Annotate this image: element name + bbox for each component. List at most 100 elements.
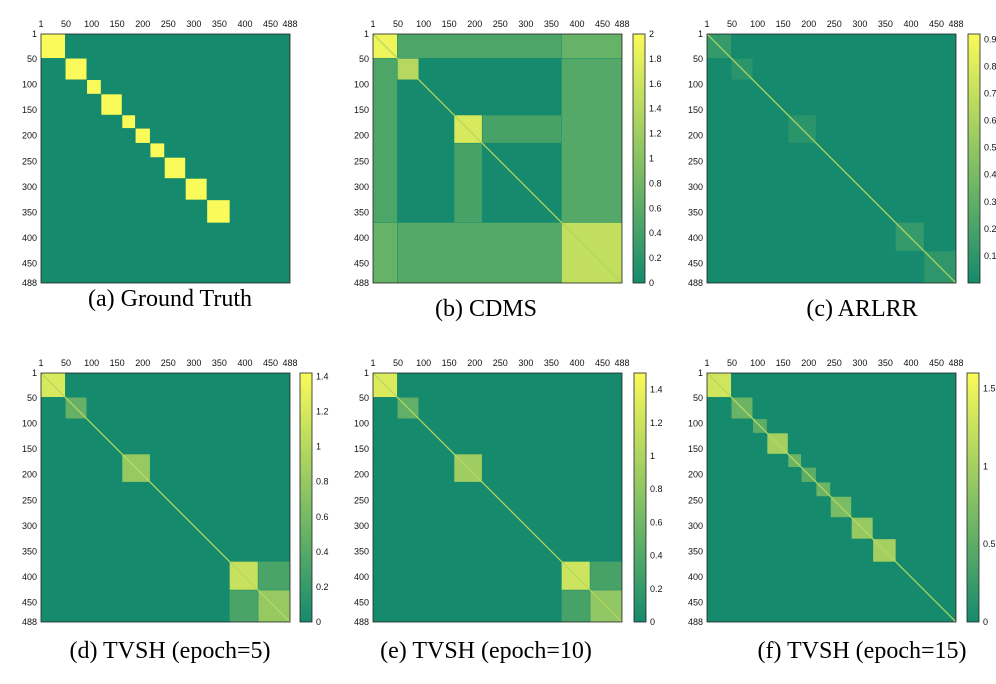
panel-d-xtick: 250 <box>161 358 176 368</box>
panel-c-xtick: 350 <box>878 19 893 29</box>
panel-c-xtick: 1 <box>704 19 709 29</box>
panel-a-xtick: 400 <box>237 19 252 29</box>
panel-e-ytick: 350 <box>354 546 369 556</box>
panel-b-colorbar-tick: 1.2 <box>649 129 662 139</box>
panel-b-xtick: 488 <box>614 19 629 29</box>
panel-b-colorbar-tick: 0.2 <box>649 253 662 263</box>
panel-e-xtick: 488 <box>614 358 629 368</box>
panel-c-ytick: 200 <box>688 131 703 141</box>
panel-b-xtick: 300 <box>518 19 533 29</box>
panel-d-ytick: 1 <box>32 368 37 378</box>
panel-b-xtick: 350 <box>544 19 559 29</box>
panel-e-ytick: 450 <box>354 598 369 608</box>
panel-d-ytick: 50 <box>27 393 37 403</box>
panel-a-ytick: 1 <box>32 29 37 39</box>
panel-d-ytick: 150 <box>22 444 37 454</box>
panel-e-ytick: 100 <box>354 419 369 429</box>
panel-d-xtick: 150 <box>110 358 125 368</box>
panel-f-ytick: 200 <box>688 470 703 480</box>
panel-b-xtick: 450 <box>595 19 610 29</box>
panel-e-xtick: 250 <box>493 358 508 368</box>
panel-e-xtick: 300 <box>518 358 533 368</box>
panel-f-ytick: 50 <box>693 393 703 403</box>
panel-a-diag-block-7 <box>164 157 186 179</box>
panel-b-colorbar-tick: 1.8 <box>649 54 662 64</box>
panel-c-ytick: 300 <box>688 182 703 192</box>
panel-f-xtick: 300 <box>852 358 867 368</box>
panel-f-xtick: 350 <box>878 358 893 368</box>
panel-c-frame <box>706 33 957 284</box>
panel-a-ytick: 100 <box>22 80 37 90</box>
panel-a-xtick: 50 <box>61 19 71 29</box>
panel-c-xtick: 300 <box>852 19 867 29</box>
panel-d-ytick: 300 <box>22 521 37 531</box>
panel-b-ytick: 488 <box>354 278 369 288</box>
panel-f-ytick: 1 <box>698 368 703 378</box>
panel-d-ytick: 350 <box>22 546 37 556</box>
panel-c-diagonal <box>706 33 957 284</box>
panel-c-colorbar-tick: 0.8 <box>984 61 996 71</box>
panel-c-ytick: 450 <box>688 259 703 269</box>
panel-c-ytick: 350 <box>688 207 703 217</box>
panel-d-colorbar-tick: 0 <box>316 617 321 627</box>
panel-b: 1 50 100 150 200 250 300 350 400 450 4881501001502… <box>354 19 662 322</box>
panel-c-colorbar <box>967 33 981 284</box>
panel-d-xtick: 300 <box>186 358 201 368</box>
panel-b-colorbar-tick: 1.4 <box>649 104 662 114</box>
panel-a-ytick: 150 <box>22 105 37 115</box>
panel-a-xtick: 488 <box>282 19 297 29</box>
panel-d-colorbar-tick: 1 <box>316 442 321 452</box>
panel-c-colorbar-tick: 0.3 <box>984 197 996 207</box>
panel-a-xtick: 150 <box>110 19 125 29</box>
panel-e-caption: (e) TVSH (epoch=10) <box>380 638 592 664</box>
panel-b-ytick: 1 <box>364 29 369 39</box>
panel-e-ytick: 1 <box>364 368 369 378</box>
panel-e-ytick: 250 <box>354 495 369 505</box>
panel-d-colorbar <box>299 372 313 623</box>
panel-b-colorbar-tick: 2 <box>649 29 654 39</box>
panel-d-ytick: 400 <box>22 572 37 582</box>
panel-b-xtick: 50 <box>393 19 403 29</box>
panel-e-ytick: 50 <box>359 393 369 403</box>
panel-e-colorbar-tick: 0.8 <box>650 484 663 494</box>
panel-f-ytick: 350 <box>688 546 703 556</box>
panel-e-offdiag-block-1 <box>561 590 590 622</box>
panel-c-ytick: 150 <box>688 105 703 115</box>
panel-d-caption: (d) TVSH (epoch=5) <box>69 638 270 664</box>
panel-f-xtick: 250 <box>827 358 842 368</box>
panel-f-ytick: 488 <box>688 617 703 627</box>
panel-a-xtick: 100 <box>84 19 99 29</box>
panel-b-ytick: 50 <box>359 54 369 64</box>
panel-b-offdiag-block-6 <box>397 222 562 283</box>
panel-c-caption: (c) ARLRR <box>806 296 917 322</box>
panel-f-colorbar <box>966 372 980 623</box>
panel-d-xtick: 200 <box>135 358 150 368</box>
panel-d-colorbar-tick: 0.6 <box>316 512 329 522</box>
panel-c-colorbar-tick: 0.4 <box>984 170 996 180</box>
panel-a-diag-block-9 <box>207 200 230 223</box>
panel-f-ytick: 150 <box>688 444 703 454</box>
panel-c-xtick: 400 <box>903 19 918 29</box>
panel-b-ytick: 400 <box>354 233 369 243</box>
panel-b-xtick: 150 <box>442 19 457 29</box>
panel-f: 1 50 100 150 200 250 300 350 400 450 4881501001502… <box>688 358 996 664</box>
panel-e-ytick: 150 <box>354 444 369 454</box>
panel-d-colorbar-tick: 1.4 <box>316 372 329 382</box>
panel-a-ytick: 200 <box>22 131 37 141</box>
panel-e-colorbar-tick: 0.6 <box>650 517 663 527</box>
panel-b-ytick: 350 <box>354 207 369 217</box>
panel-c-ytick: 488 <box>688 278 703 288</box>
panel-c-ytick: 1 <box>698 29 703 39</box>
panel-f-colorbar-tick: 0 <box>983 617 988 627</box>
panel-c-ytick: 400 <box>688 233 703 243</box>
panel-d-colorbar-tick: 0.2 <box>316 582 329 592</box>
panel-b-offdiag-block-0 <box>561 34 622 59</box>
panel-b-ytick: 300 <box>354 182 369 192</box>
panel-e-colorbar <box>633 372 647 623</box>
panel-e-colorbar-tick: 0 <box>650 617 655 627</box>
panel-e-xtick: 400 <box>569 358 584 368</box>
panel-b-colorbar-tick: 0 <box>649 278 654 288</box>
panel-c-xtick: 100 <box>750 19 765 29</box>
panel-b-offdiag-block-1 <box>373 222 398 283</box>
panel-f-xtick: 200 <box>801 358 816 368</box>
